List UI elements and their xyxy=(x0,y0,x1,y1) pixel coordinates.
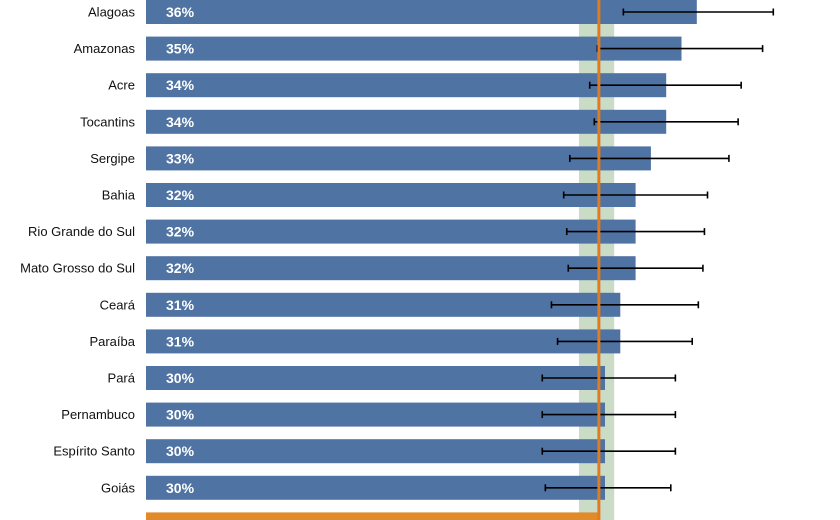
category-label-4: Sergipe xyxy=(90,151,135,166)
category-label-5: Bahia xyxy=(102,188,136,203)
category-label-6: Rio Grande do Sul xyxy=(28,224,135,239)
value-label-11: 30% xyxy=(166,407,195,423)
bar-9 xyxy=(146,329,621,354)
bar-0 xyxy=(146,0,697,24)
bar-1 xyxy=(146,36,682,61)
category-label-1: Amazonas xyxy=(74,41,136,56)
category-label-2: Acre xyxy=(108,78,135,93)
bar-8 xyxy=(146,292,621,317)
category-label-13: Goiás xyxy=(101,480,135,495)
bar-6 xyxy=(146,219,636,244)
next-bar-partial xyxy=(146,512,599,520)
bar-5 xyxy=(146,183,636,207)
bar-13 xyxy=(146,475,605,500)
value-label-13: 30% xyxy=(166,480,195,496)
category-label-9: Paraíba xyxy=(89,334,135,349)
category-label-12: Espírito Santo xyxy=(53,444,135,459)
value-label-2: 34% xyxy=(166,77,195,93)
value-label-0: 36% xyxy=(166,4,195,20)
value-label-4: 33% xyxy=(166,150,195,166)
category-label-7: Mato Grosso do Sul xyxy=(20,261,135,276)
category-label-10: Pará xyxy=(108,371,136,386)
value-label-8: 31% xyxy=(166,297,195,313)
bars-layer xyxy=(146,0,697,520)
bar-10 xyxy=(146,366,605,390)
bar-3 xyxy=(146,109,667,134)
category-label-11: Pernambuco xyxy=(61,407,135,422)
value-label-1: 35% xyxy=(166,41,195,57)
bar-2 xyxy=(146,73,667,98)
value-label-10: 30% xyxy=(166,370,195,386)
value-label-6: 32% xyxy=(166,224,195,240)
labels-layer: Alagoas 36% Amazonas 35% Acre 34% Tocantins 34%… xyxy=(20,4,194,496)
value-label-7: 32% xyxy=(166,260,195,276)
error-bars-layer xyxy=(541,8,775,492)
value-label-9: 31% xyxy=(166,333,195,349)
bar-4 xyxy=(146,146,651,171)
bar-11 xyxy=(146,402,605,427)
value-label-5: 32% xyxy=(166,187,195,203)
bar-7 xyxy=(146,256,636,281)
bar-12 xyxy=(146,439,605,464)
value-label-12: 30% xyxy=(166,443,195,459)
category-label-8: Ceará xyxy=(100,297,136,312)
category-label-3: Tocantins xyxy=(80,114,135,129)
category-label-0: Alagoas xyxy=(88,5,135,20)
value-label-3: 34% xyxy=(166,114,195,130)
